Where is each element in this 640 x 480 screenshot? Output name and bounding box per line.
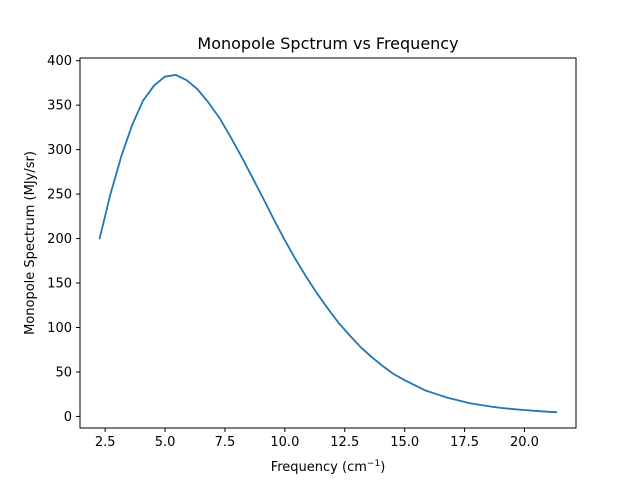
x-tick-label: 7.5 bbox=[215, 435, 236, 450]
y-tick-label: 350 bbox=[47, 99, 72, 114]
y-tick-label: 250 bbox=[47, 188, 72, 203]
y-axis: 0 50 100 150 200 250 300 350 400 bbox=[47, 54, 80, 425]
x-tick-label: 20.0 bbox=[510, 435, 539, 450]
series-layer bbox=[98, 74, 558, 414]
series-line bbox=[98, 74, 558, 414]
x-axis-label: Frequency (cm−1) bbox=[271, 459, 386, 475]
x-tick-label: 17.5 bbox=[450, 435, 479, 450]
y-tick-label: 150 bbox=[47, 277, 72, 292]
y-axis-label: Monopole Spectrum (MJy/sr) bbox=[23, 151, 38, 335]
x-tick-label: 5.0 bbox=[155, 435, 176, 450]
x-axis-label-close: ) bbox=[380, 460, 385, 475]
plot-area: 2.5 5.0 7.5 10.0 12.5 15.0 17.5 20.0 0 50 100 150 2… bbox=[47, 54, 577, 450]
y-tick-label: 50 bbox=[55, 365, 72, 380]
x-tick-label: 10.0 bbox=[270, 435, 299, 450]
x-tick-label: 15.0 bbox=[390, 435, 419, 450]
x-tick-label: 12.5 bbox=[330, 435, 359, 450]
x-tick-label: 2.5 bbox=[95, 435, 116, 450]
y-tick-label: 0 bbox=[64, 410, 72, 425]
y-tick-label: 100 bbox=[47, 321, 72, 336]
x-axis: 2.5 5.0 7.5 10.0 12.5 15.0 17.5 20.0 bbox=[95, 428, 539, 450]
plot-frame bbox=[79, 57, 577, 429]
chart-title: Monopole Spctrum vs Frequency bbox=[197, 34, 458, 53]
y-tick-label: 200 bbox=[47, 232, 72, 247]
y-tick-label: 300 bbox=[47, 143, 72, 158]
y-tick-label: 400 bbox=[47, 54, 72, 69]
x-axis-label-superscript: −1 bbox=[367, 459, 380, 469]
x-axis-label-text: Frequency (cm bbox=[271, 460, 367, 475]
